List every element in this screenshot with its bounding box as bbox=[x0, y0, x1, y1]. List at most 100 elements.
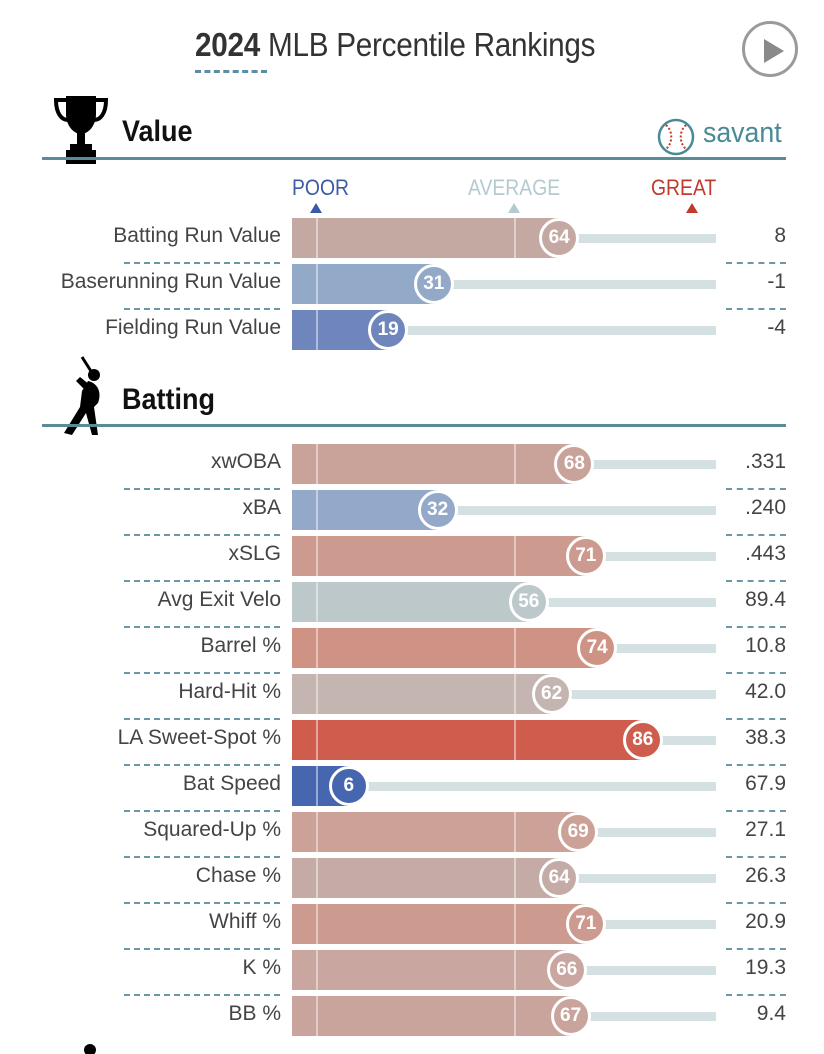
percentile-bar bbox=[292, 720, 643, 760]
batting-row[interactable]: BB % 67 9.4 bbox=[0, 996, 824, 1036]
poor-gridline bbox=[316, 904, 318, 944]
stat-value: 8 bbox=[774, 224, 786, 247]
row-separator-right bbox=[726, 810, 786, 812]
batting-row[interactable]: xBA 32 .240 bbox=[0, 490, 824, 536]
percentile-badge[interactable]: 71 bbox=[565, 536, 606, 576]
percentile-track bbox=[566, 966, 716, 975]
stat-value: 19.3 bbox=[745, 956, 786, 979]
percentile-bar bbox=[292, 674, 552, 714]
percentile-badge[interactable]: 74 bbox=[577, 628, 618, 668]
stat-value: 10.8 bbox=[745, 634, 786, 657]
percentile-bar bbox=[292, 904, 586, 944]
page-title: 2024 MLB Percentile Rankings bbox=[195, 26, 596, 64]
batting-row[interactable]: Whiff % 71 20.9 bbox=[0, 904, 824, 950]
percentile-bar bbox=[292, 582, 529, 622]
title-underline bbox=[195, 70, 267, 73]
average-gridline bbox=[514, 444, 516, 484]
average-gridline bbox=[514, 628, 516, 668]
batting-row[interactable]: Hard-Hit % 62 42.0 bbox=[0, 674, 824, 720]
percentile-badge[interactable]: 19 bbox=[368, 310, 409, 350]
average-gridline bbox=[514, 904, 516, 944]
percentile-badge[interactable]: 64 bbox=[539, 858, 580, 898]
percentile-bar bbox=[292, 490, 438, 530]
batting-row[interactable]: LA Sweet-Spot % 86 38.3 bbox=[0, 720, 824, 766]
average-gridline bbox=[514, 812, 516, 852]
batting-row[interactable]: Chase % 64 26.3 bbox=[0, 858, 824, 904]
stat-value: 9.4 bbox=[756, 1002, 786, 1025]
row-separator-left bbox=[124, 672, 280, 674]
percentile-bar bbox=[292, 628, 598, 668]
percentile-badge[interactable]: 62 bbox=[531, 674, 572, 714]
stat-value: 27.1 bbox=[745, 818, 786, 841]
batting-row[interactable]: xSLG 71 .443 bbox=[0, 536, 824, 582]
percentile-badge[interactable]: 67 bbox=[550, 996, 591, 1036]
percentile-track bbox=[437, 506, 716, 515]
value-row[interactable]: Batting Run Value 64 8 bbox=[0, 218, 824, 264]
percentile-badge[interactable]: 71 bbox=[565, 904, 606, 944]
batting-row[interactable]: xwOBA 68 .331 bbox=[0, 444, 824, 490]
row-separator-left bbox=[124, 994, 280, 996]
row-separator-right bbox=[726, 948, 786, 950]
row-label: Squared-Up % bbox=[143, 818, 281, 841]
value-row[interactable]: Fielding Run Value 19 -4 bbox=[0, 310, 824, 350]
percentile-badge[interactable]: 6 bbox=[328, 766, 369, 806]
row-label: Fielding Run Value bbox=[105, 316, 281, 339]
batting-row[interactable]: Barrel % 74 10.8 bbox=[0, 628, 824, 674]
stat-value: -4 bbox=[767, 316, 786, 339]
scale-average-label: AVERAGE bbox=[468, 175, 561, 200]
row-label: xBA bbox=[242, 496, 281, 519]
batting-row[interactable]: Bat Speed 6 67.9 bbox=[0, 766, 824, 812]
percentile-bar bbox=[292, 858, 560, 898]
row-label: xSLG bbox=[228, 542, 281, 565]
percentile-bar bbox=[292, 536, 586, 576]
percentile-badge[interactable]: 86 bbox=[622, 720, 663, 760]
row-label: Batting Run Value bbox=[113, 224, 281, 247]
stat-value: 20.9 bbox=[745, 910, 786, 933]
batting-row[interactable]: Avg Exit Velo 56 89.4 bbox=[0, 582, 824, 628]
row-label: xwOBA bbox=[210, 450, 281, 473]
percentile-badge[interactable]: 66 bbox=[546, 950, 587, 990]
play-button[interactable] bbox=[742, 21, 798, 77]
row-separator-right bbox=[726, 994, 786, 996]
trophy-icon bbox=[53, 96, 109, 164]
value-row[interactable]: Baserunning Run Value 31 -1 bbox=[0, 264, 824, 310]
average-gridline bbox=[514, 950, 516, 990]
savant-logo-text[interactable]: savant bbox=[703, 117, 782, 149]
row-separator-right bbox=[726, 308, 786, 310]
row-label: Barrel % bbox=[200, 634, 281, 657]
row-label: Hard-Hit % bbox=[178, 680, 281, 703]
percentile-badge[interactable]: 68 bbox=[554, 444, 595, 484]
row-separator-right bbox=[726, 488, 786, 490]
row-separator-right bbox=[726, 718, 786, 720]
value-section-title: Value bbox=[122, 115, 193, 148]
row-separator-left bbox=[124, 856, 280, 858]
row-separator-right bbox=[726, 262, 786, 264]
percentile-track bbox=[585, 552, 716, 561]
percentile-bar bbox=[292, 264, 434, 304]
poor-gridline bbox=[316, 996, 318, 1036]
percentile-badge[interactable]: 69 bbox=[558, 812, 599, 852]
row-separator-right bbox=[726, 534, 786, 536]
title-year: 2024 bbox=[195, 26, 260, 63]
row-label: Chase % bbox=[195, 864, 281, 887]
percentile-badge[interactable]: 64 bbox=[539, 218, 580, 258]
row-label: Baserunning Run Value bbox=[60, 270, 281, 293]
stat-value: .331 bbox=[745, 450, 786, 473]
stat-value: 67.9 bbox=[745, 772, 786, 795]
percentile-track bbox=[348, 782, 716, 791]
stat-value: .443 bbox=[745, 542, 786, 565]
row-separator-right bbox=[726, 902, 786, 904]
row-label: Bat Speed bbox=[182, 772, 281, 795]
percentile-badge[interactable]: 31 bbox=[413, 264, 454, 304]
batting-row[interactable]: Squared-Up % 69 27.1 bbox=[0, 812, 824, 858]
percentile-badge[interactable]: 56 bbox=[508, 582, 549, 622]
row-separator-left bbox=[124, 718, 280, 720]
poor-gridline bbox=[316, 628, 318, 668]
row-label: BB % bbox=[228, 1002, 281, 1025]
batting-row[interactable]: K % 66 19.3 bbox=[0, 950, 824, 996]
percentile-track bbox=[433, 280, 716, 289]
percentile-badge[interactable]: 32 bbox=[417, 490, 458, 530]
percentile-track bbox=[642, 736, 716, 745]
poor-gridline bbox=[316, 858, 318, 898]
percentile-track bbox=[528, 598, 716, 607]
